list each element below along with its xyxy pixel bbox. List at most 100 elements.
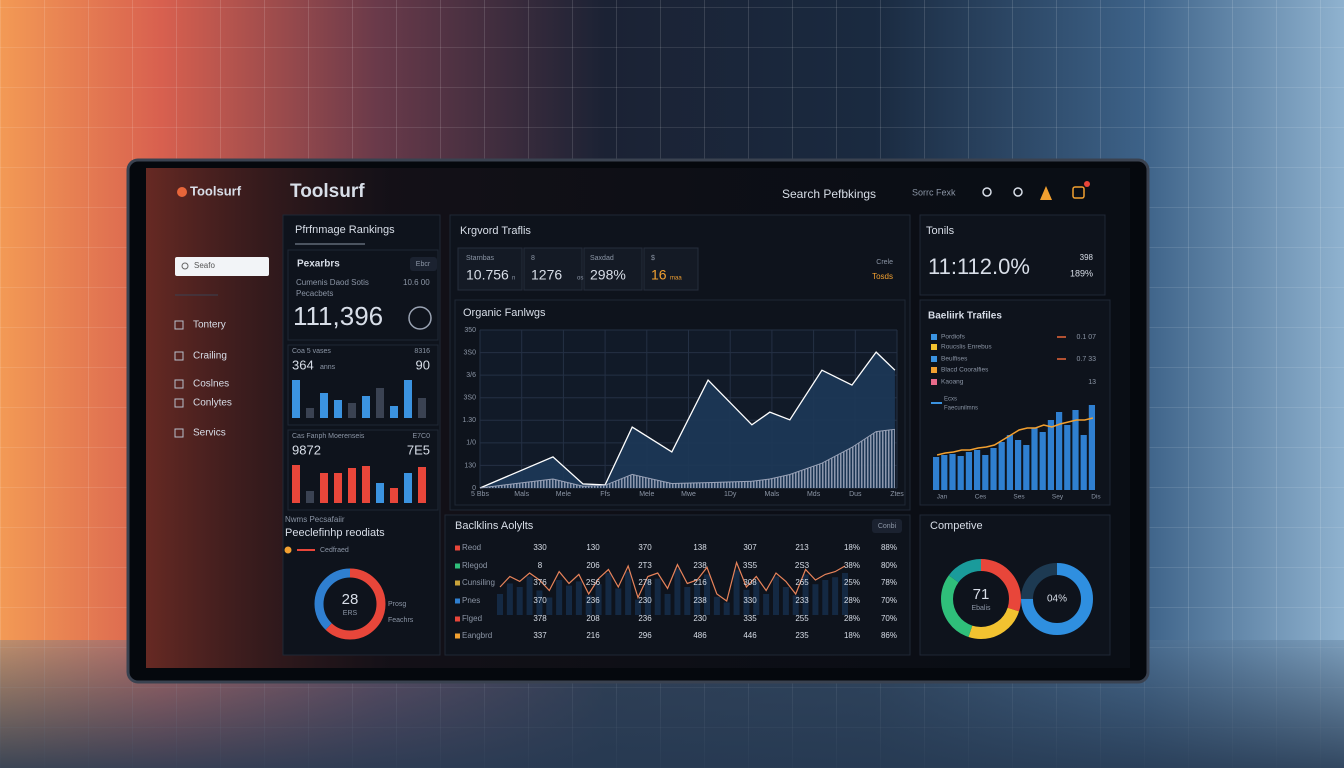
sidebar-search[interactable] bbox=[175, 257, 269, 276]
label: n bbox=[512, 276, 515, 282]
bar bbox=[949, 454, 956, 490]
table-cell: 238 bbox=[693, 596, 707, 605]
label: Saxdad bbox=[590, 255, 614, 262]
label: 90 bbox=[416, 357, 430, 372]
donut-segment bbox=[1021, 563, 1093, 635]
table-cell: 70% bbox=[881, 614, 897, 623]
label: Baclklins Aolylts bbox=[455, 520, 534, 532]
row-swatch bbox=[455, 598, 460, 604]
legend-item: Pordiofs bbox=[941, 334, 966, 341]
bar bbox=[1047, 420, 1054, 490]
table-cell: 208 bbox=[586, 614, 600, 623]
table-cell: 2S3 bbox=[795, 561, 810, 570]
bar bbox=[982, 455, 989, 490]
legend-item: Blacd Cooralfies bbox=[941, 367, 989, 374]
table-cell: 330 bbox=[743, 596, 757, 605]
line bbox=[936, 417, 1094, 456]
table-cell: 236 bbox=[638, 614, 652, 623]
table-cell: 206 bbox=[586, 561, 600, 570]
volume-bar bbox=[674, 568, 681, 615]
table-cell: 28% bbox=[844, 614, 860, 623]
volume-bar bbox=[694, 583, 701, 615]
label: 10.6 00 bbox=[403, 278, 430, 287]
volume-bar bbox=[644, 580, 651, 615]
label: 8316 bbox=[414, 348, 430, 355]
label: Cedfraed bbox=[320, 547, 349, 554]
label: 10.756 bbox=[466, 267, 509, 283]
label: Ebcr bbox=[416, 261, 431, 268]
bar bbox=[376, 388, 384, 418]
table-cell: Reod bbox=[462, 543, 481, 552]
label: 364 bbox=[292, 357, 314, 372]
label: Crele bbox=[876, 259, 893, 266]
table-cell: 8 bbox=[538, 561, 543, 570]
label: 9872 bbox=[292, 442, 321, 457]
label: Feachrs bbox=[388, 617, 414, 624]
label: Krgvord Traflis bbox=[460, 225, 531, 237]
notify-icon[interactable] bbox=[1072, 186, 1085, 199]
label: 398 bbox=[1080, 253, 1094, 262]
stat-box bbox=[523, 247, 583, 291]
search-icon[interactable] bbox=[982, 187, 992, 197]
y-tick-label: 1/0 bbox=[466, 440, 476, 447]
volume-bar bbox=[536, 590, 543, 615]
y-tick-label: 350 bbox=[464, 327, 476, 334]
label: 13 bbox=[1088, 379, 1096, 386]
trend-line bbox=[499, 560, 846, 602]
label: Competive bbox=[930, 520, 983, 532]
x-tick-label: Mwe bbox=[681, 491, 696, 498]
table-cell: 70% bbox=[881, 596, 897, 605]
label: 298% bbox=[590, 267, 626, 283]
table-cell: 378 bbox=[533, 614, 547, 623]
y-tick-label: 3S0 bbox=[464, 395, 477, 402]
label: Pecacbets bbox=[296, 289, 333, 298]
table-cell: Pnes bbox=[462, 596, 480, 605]
search-icon[interactable] bbox=[1013, 187, 1023, 197]
table-cell: 78% bbox=[881, 578, 897, 587]
label: Tosds bbox=[872, 272, 893, 281]
bar bbox=[320, 393, 328, 418]
bar bbox=[390, 488, 398, 503]
table-cell: 88% bbox=[881, 543, 897, 552]
volume-bar bbox=[733, 570, 740, 615]
user-icon[interactable] bbox=[1040, 186, 1052, 200]
volume-bar bbox=[782, 587, 789, 615]
bar bbox=[292, 465, 300, 503]
volume-bar bbox=[664, 594, 671, 615]
x-tick-label: Mals bbox=[765, 491, 780, 498]
donut-segment bbox=[941, 559, 1021, 639]
search-text: Seafo bbox=[194, 261, 215, 270]
big-value: 11:112.0% bbox=[928, 254, 1030, 279]
volume-bar bbox=[595, 584, 602, 615]
label: Ebalis bbox=[971, 605, 991, 612]
label: Pexarbrs bbox=[297, 259, 340, 270]
table-cell: 38% bbox=[844, 561, 860, 570]
nav-item[interactable]: Coslnes bbox=[193, 379, 229, 390]
table-cell: 130 bbox=[586, 543, 600, 552]
nav-item[interactable]: Conlytes bbox=[193, 398, 232, 409]
bar bbox=[1056, 412, 1063, 490]
bar bbox=[306, 408, 314, 418]
stat-box bbox=[583, 247, 643, 291]
bar bbox=[957, 456, 964, 490]
table-cell: 213 bbox=[795, 543, 809, 552]
volume-bar bbox=[802, 574, 809, 615]
badge bbox=[410, 257, 437, 271]
nav-item[interactable]: Tontery bbox=[193, 320, 226, 331]
nav-item[interactable]: Crailing bbox=[193, 351, 227, 362]
big-value: 111,396 bbox=[293, 301, 383, 331]
bar bbox=[376, 483, 384, 503]
table-cell: 337 bbox=[533, 631, 547, 640]
label: 16 bbox=[651, 267, 667, 283]
x-tick-label: 1Dy bbox=[724, 491, 737, 498]
y-tick-label: 3S0 bbox=[464, 349, 477, 356]
x-tick-label: Sey bbox=[1052, 494, 1064, 501]
label: ERS bbox=[343, 610, 358, 617]
x-tick-label: Dus bbox=[849, 491, 862, 498]
bar bbox=[334, 400, 342, 418]
table-cell: 255 bbox=[795, 614, 809, 623]
nav-item[interactable]: Servics bbox=[193, 428, 226, 439]
bar bbox=[1080, 435, 1087, 490]
